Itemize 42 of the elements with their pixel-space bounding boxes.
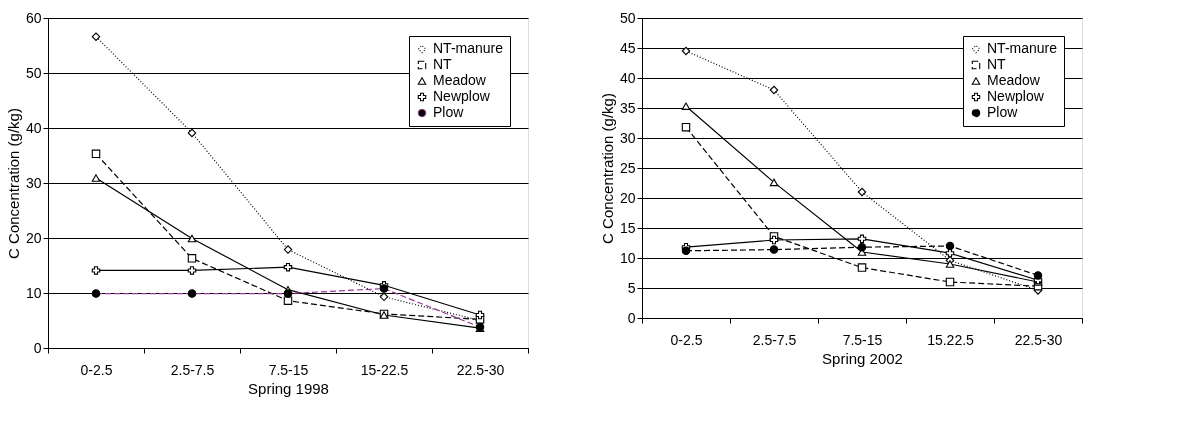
x-axis-title: Spring 2002 — [822, 349, 903, 367]
legend-label: NT-manure — [433, 40, 504, 56]
y-axis-title: C Concentration (g/kg) — [4, 108, 22, 259]
legend-label: Plow — [987, 104, 1019, 120]
y-tick-label: 5 — [627, 279, 636, 296]
legend-label: Meadow — [987, 72, 1041, 88]
legend-label: Newplow — [987, 88, 1045, 104]
y-tick-label: 25 — [619, 159, 636, 176]
legend-label: NT-manure — [987, 40, 1058, 56]
y-tick-label: 15 — [619, 219, 636, 236]
y-tick-label: 40 — [25, 119, 42, 136]
legend-label: Meadow — [433, 72, 487, 88]
legend-label: Plow — [433, 104, 465, 120]
y-tick-label: 45 — [619, 39, 636, 56]
y-tick-label: 0 — [627, 309, 636, 326]
y-tick-label: 0 — [33, 339, 42, 356]
legend-label: NT — [987, 56, 1007, 72]
legend-label: Newplow — [433, 88, 491, 104]
x-tick-label: 22.5-30 — [456, 361, 505, 378]
y-tick-label: 40 — [619, 69, 636, 86]
y-tick-label: 20 — [619, 189, 636, 206]
x-tick-label: 7.5-15 — [842, 331, 883, 348]
y-axis-title: C Concentration (g/kg) — [598, 93, 616, 244]
y-tick-label: 10 — [619, 249, 636, 266]
y-tick-label: 20 — [25, 229, 42, 246]
x-tick-label: 15.22.5 — [927, 331, 975, 348]
x-tick-label: 2.5-7.5 — [170, 361, 215, 378]
x-tick-label: 15-22.5 — [360, 361, 409, 378]
x-tick-label: 0-2.5 — [670, 331, 703, 348]
x-tick-label: 22.5-30 — [1014, 331, 1063, 348]
x-axis-title: Spring 1998 — [248, 379, 329, 397]
y-tick-label: 50 — [25, 64, 42, 81]
y-tick-label: 10 — [25, 284, 42, 301]
y-tick-label: 30 — [619, 129, 636, 146]
x-tick-label: 7.5-15 — [268, 361, 309, 378]
legend-label: NT — [433, 56, 453, 72]
y-tick-label: 50 — [619, 9, 636, 26]
y-tick-label: 60 — [25, 9, 42, 26]
x-tick-label: 0-2.5 — [80, 361, 113, 378]
x-tick-label: 2.5-7.5 — [752, 331, 797, 348]
y-tick-label: 35 — [619, 99, 636, 116]
y-tick-label: 30 — [25, 174, 42, 191]
